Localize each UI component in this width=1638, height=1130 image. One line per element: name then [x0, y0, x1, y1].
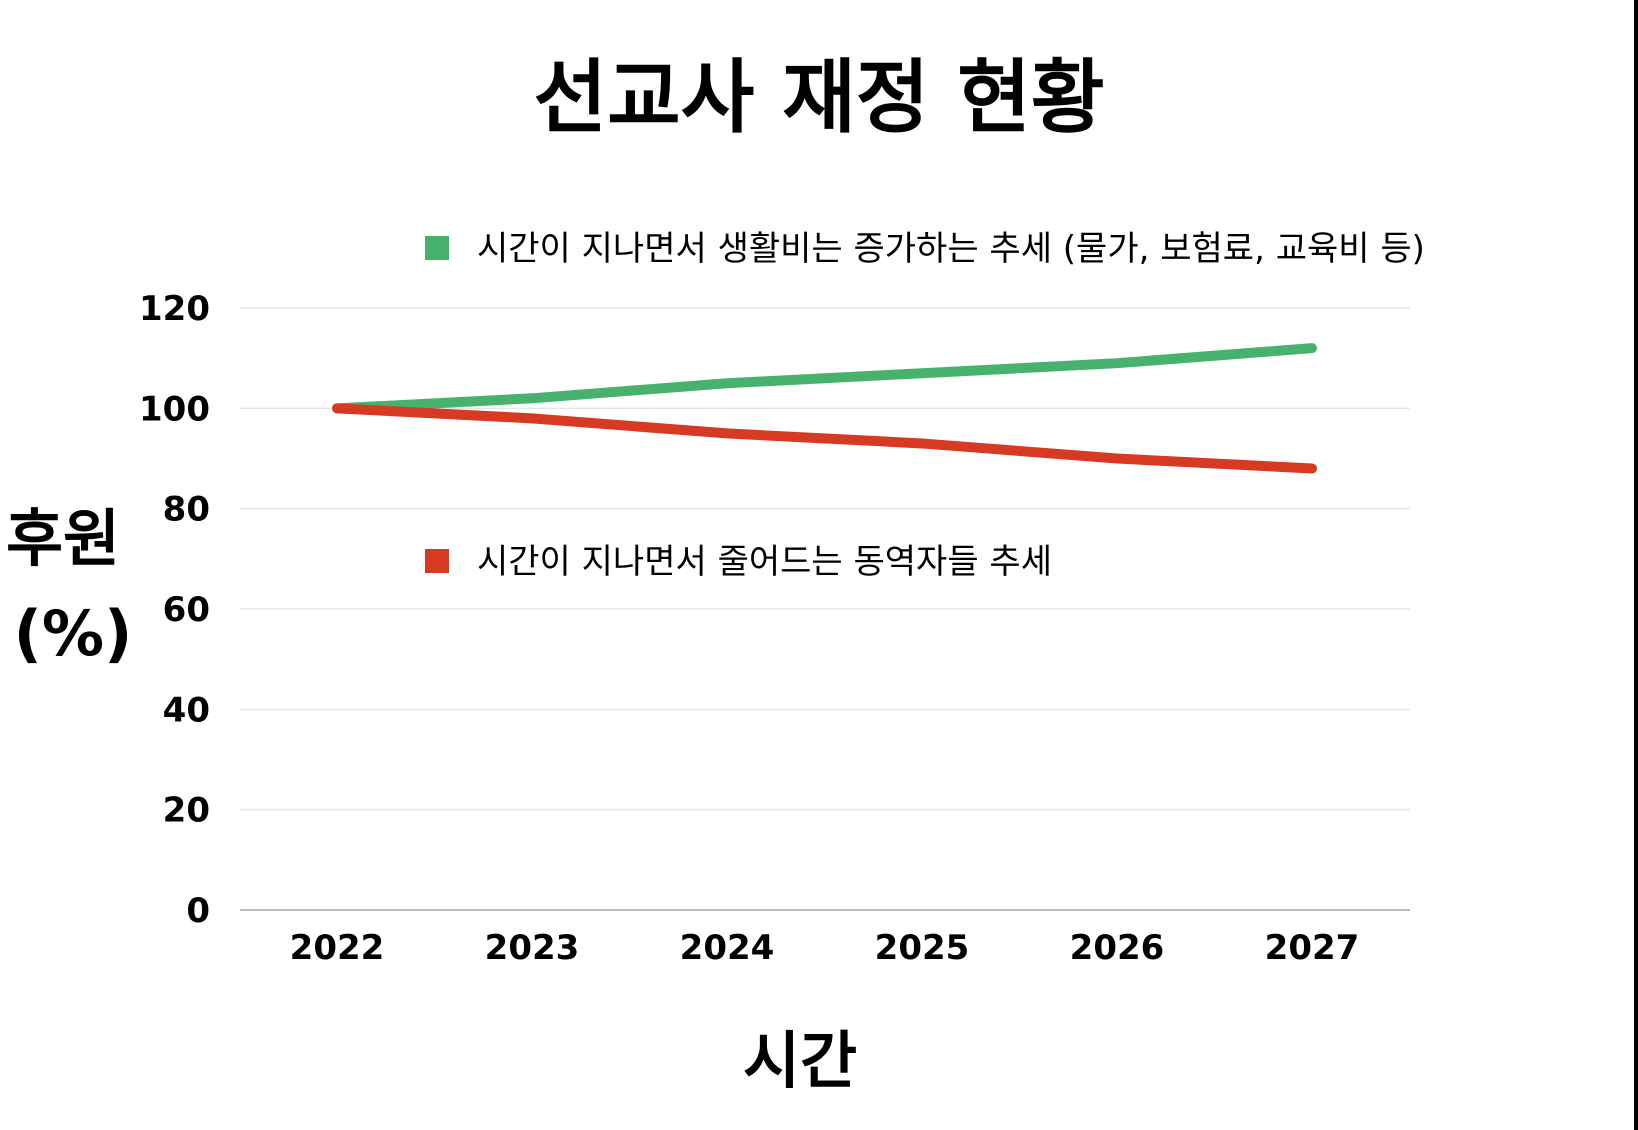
x-tick-label: 2023 — [485, 928, 580, 968]
x-axis-label: 시간 — [743, 1024, 857, 1097]
y-axis-label-line2: (%) — [14, 597, 133, 670]
legend-entry-supporters: 시간이 지나면서 줄어드는 동역자들 추세 — [425, 542, 1052, 582]
gridlines — [240, 307, 1410, 911]
y-tick-label: 120 — [139, 289, 210, 329]
y-tick-labels: 0 20 40 60 80 100 120 — [139, 289, 210, 931]
x-tick-labels: 2022 2023 2024 2025 2026 2027 — [290, 928, 1360, 968]
x-tick-label: 2026 — [1070, 928, 1165, 968]
x-tick-label: 2024 — [680, 928, 775, 968]
x-tick-label: 2025 — [875, 928, 970, 968]
y-tick-label: 100 — [139, 389, 210, 429]
legend-swatch-cost — [425, 236, 449, 260]
legend-label-cost: 시간이 지나면서 생활비는 증가하는 추세 (물가, 보험료, 교육비 등) — [477, 229, 1425, 269]
y-axis-label-line1: 후원 — [6, 502, 120, 575]
series-line-supporters — [332, 403, 1317, 474]
y-tick-label: 20 — [163, 791, 210, 831]
x-tick-label: 2027 — [1265, 928, 1360, 968]
legend-entry-cost: 시간이 지나면서 생활비는 증가하는 추세 (물가, 보험료, 교육비 등) — [425, 229, 1425, 269]
y-tick-label: 80 — [163, 490, 210, 530]
y-tick-label: 60 — [163, 590, 210, 630]
legend-swatch-supporters — [425, 549, 449, 573]
legend-label-supporters: 시간이 지나면서 줄어드는 동역자들 추세 — [477, 542, 1052, 582]
y-tick-label: 0 — [186, 891, 210, 931]
series-lines — [332, 343, 1317, 474]
chart-title: 선교사 재정 현황 — [534, 51, 1105, 144]
y-tick-label: 40 — [163, 690, 210, 730]
right-edge-border — [1634, 0, 1638, 1130]
x-tick-label: 2022 — [290, 928, 385, 968]
series-line-cost — [332, 343, 1317, 414]
